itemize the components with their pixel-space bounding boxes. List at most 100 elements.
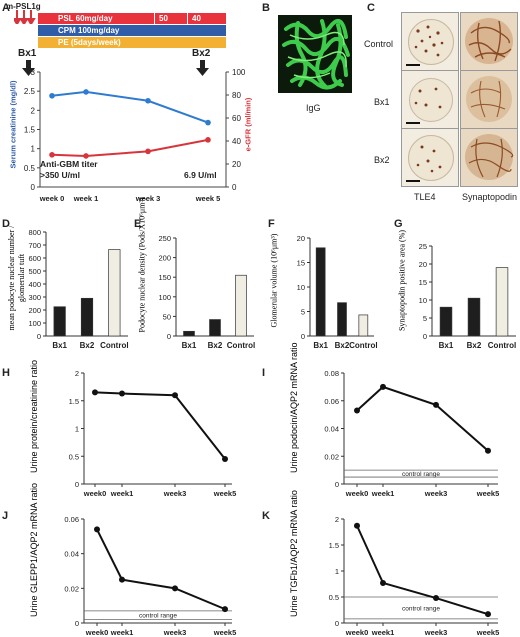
d-bar	[80, 297, 94, 337]
a-xtick-label: week 5	[195, 194, 221, 203]
c-row-bx1: Bx1	[374, 97, 390, 107]
f-xtick-label: Control	[349, 341, 377, 350]
c-col-synaptopodin: Synaptopodin	[462, 192, 518, 202]
k-series-point	[433, 595, 439, 602]
g-xtick-label: Bx2	[467, 341, 482, 350]
e-bar	[183, 330, 195, 337]
h-series-point	[222, 456, 228, 463]
k-ytick-label: 0.5	[329, 593, 339, 602]
j-series-point	[222, 606, 228, 613]
a-series-point	[83, 89, 89, 95]
a-y2tick-label: 0	[232, 183, 237, 192]
e-ytick-label: 50	[163, 312, 171, 321]
i-control-label: control range	[402, 471, 440, 478]
d-ytick-label: 600	[28, 254, 41, 263]
d-bar	[108, 249, 121, 337]
panel-letter-h: H	[2, 367, 10, 379]
a-ytick-label: 3	[31, 68, 36, 77]
d-ytick-label: 0	[37, 332, 41, 341]
anti-gbm-start: >350 U/ml	[40, 170, 80, 180]
h-ytick-label: 0.5	[69, 452, 79, 461]
i-ytick-label: 0.06	[324, 397, 339, 406]
k-xtick-label: week1	[371, 628, 395, 637]
d-ytick-label: 300	[28, 293, 41, 302]
bx2-arrow	[196, 60, 209, 76]
d-xtick-label: Bx2	[80, 341, 95, 350]
c-col-tle4: TLE4	[414, 192, 436, 202]
f-ytick-label: 15	[297, 259, 305, 268]
k-xtick-label: week5	[476, 628, 500, 637]
f-ytick-label: 20	[297, 234, 305, 243]
i-series-point	[433, 401, 439, 408]
a-y2tick-label: 80	[232, 91, 241, 100]
a-series-line	[51, 90, 209, 124]
e-xtick-label: Bx1	[182, 341, 197, 350]
d-xtick-label: Control	[100, 341, 128, 350]
j-xtick-label: week5	[213, 628, 237, 637]
d-xtick-label: Bx1	[52, 341, 67, 350]
d-ytick-label: 800	[28, 228, 41, 237]
i-xtick-label: week1	[371, 489, 395, 498]
h-ytick-label: 1.5	[69, 397, 79, 406]
k-xtick-label: week0	[345, 628, 369, 637]
psl50-label: 50	[159, 14, 168, 23]
panel-letter-d: D	[2, 218, 10, 230]
a-series-point	[49, 92, 55, 99]
a-series-point	[205, 119, 211, 126]
bx2-label: Bx2	[192, 48, 211, 59]
psl50-bar: 50	[155, 13, 187, 24]
i-xtick-label: week5	[476, 489, 500, 498]
a-series-line	[51, 138, 209, 157]
j-xtick-label: week0	[85, 628, 109, 637]
a-series-point	[145, 148, 151, 155]
h-ytick-label: 1	[75, 425, 79, 434]
a-y2tick-label: 60	[232, 114, 241, 123]
g-xtick-label: Bx1	[439, 341, 454, 350]
a-series-point	[145, 97, 151, 104]
h-ytick-label: 2	[75, 369, 79, 378]
e-ytick-label: 0	[167, 332, 171, 341]
pe-label: PE (5days/week)	[58, 38, 121, 47]
panel-letter-a: A	[2, 2, 10, 14]
k-series-point	[354, 522, 360, 529]
j-ytick-label: 0.02	[64, 584, 79, 593]
h-series-line	[94, 391, 226, 460]
anti-gbm-label: Anti-GBM titer	[40, 159, 98, 169]
j-series-line	[96, 528, 226, 611]
k-ytick-label: 1	[335, 567, 339, 576]
f-bar	[358, 314, 369, 337]
k-ytick-label: 1.5	[329, 541, 339, 550]
i-series-point	[380, 383, 386, 390]
e-ytick-label: 200	[158, 254, 171, 263]
synaptopodin-bx2-image	[460, 128, 518, 187]
h-series-point	[119, 390, 125, 397]
c-row-bx2: Bx2	[374, 155, 390, 165]
i-ytick-label: 0.08	[324, 369, 339, 378]
psl40-label: 40	[192, 14, 201, 23]
bx1-arrow	[22, 60, 35, 76]
e-xtick-label: Bx2	[208, 341, 223, 350]
h-series-point	[92, 389, 98, 396]
h-xtick-label: week5	[213, 489, 237, 498]
panel-letter-f: F	[268, 218, 275, 230]
panel-letter-g: G	[394, 218, 403, 230]
a-xtick-label: week 0	[39, 194, 65, 203]
h-xtick-label: week0	[83, 489, 107, 498]
f-ytick-label: 10	[297, 283, 305, 292]
a-y2tick-label: 20	[232, 160, 241, 169]
e-ytick-label: 150	[158, 273, 171, 282]
a-ytick-label: 1.5	[24, 126, 36, 135]
f-xtick-label: Bx2	[335, 341, 350, 350]
a-ytick-label: 2.5	[24, 87, 36, 96]
f-ytick-label: 0	[301, 332, 305, 341]
j-xtick-label: week3	[163, 628, 187, 637]
g-ytick-label: 0	[423, 332, 427, 341]
i-ytick-label: 0.02	[324, 452, 339, 461]
d-bar	[53, 306, 66, 337]
d-ytick-label: 200	[28, 306, 41, 315]
i-series-point	[485, 447, 491, 454]
a-series-point	[205, 137, 211, 143]
